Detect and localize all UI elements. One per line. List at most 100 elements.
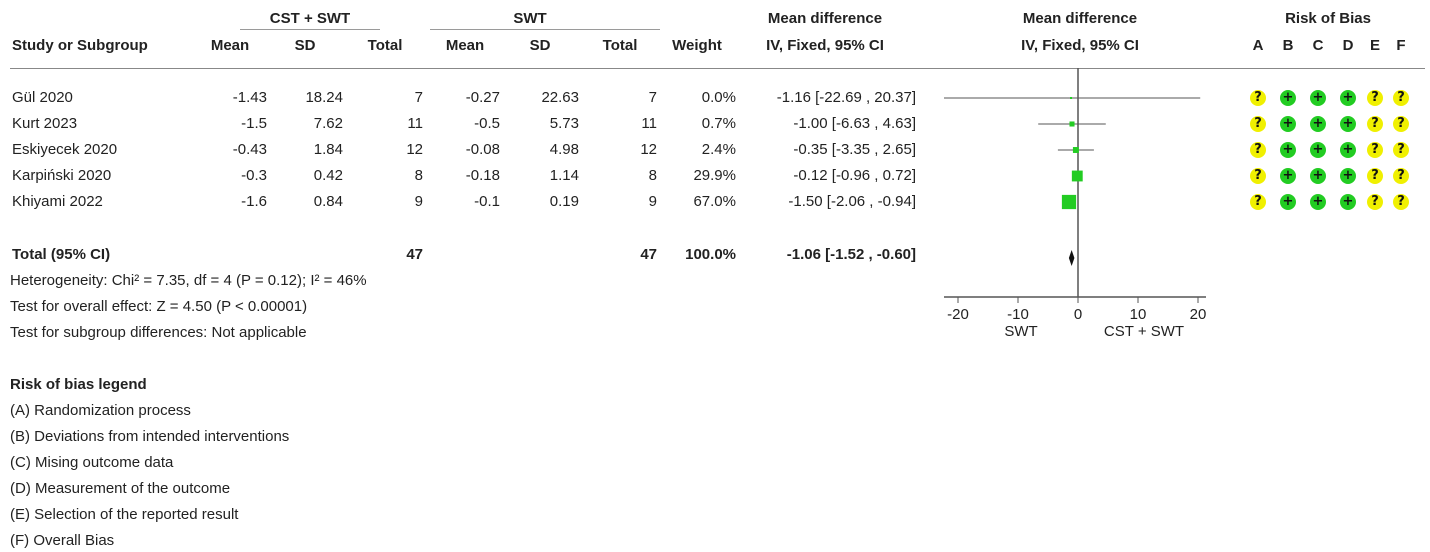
rob-legend-item: (B) Deviations from intended interventio… bbox=[10, 428, 290, 445]
cell-total2: 8 bbox=[648, 167, 657, 184]
rob-low-dot: + bbox=[1340, 168, 1356, 184]
cell-weight: 67.0% bbox=[693, 193, 736, 210]
cell-sd1: 1.84 bbox=[313, 141, 343, 158]
cell-mean1: -1.43 bbox=[232, 89, 267, 106]
cell-total2: 7 bbox=[648, 89, 657, 106]
cell-total1: 11 bbox=[407, 115, 423, 132]
cell-mean2: -0.18 bbox=[465, 167, 500, 184]
cell-mean1: -1.6 bbox=[241, 193, 267, 210]
rob-unclear-dot: ? bbox=[1250, 194, 1266, 210]
study-effect-square bbox=[1061, 194, 1077, 210]
plot-title: Mean difference bbox=[1022, 10, 1138, 27]
rob-low-dot: + bbox=[1310, 142, 1326, 158]
cell-mean2: -0.08 bbox=[465, 141, 500, 158]
rob-low-dot: + bbox=[1310, 194, 1326, 210]
cell-total1: 9 bbox=[414, 193, 423, 210]
x-tick-label: 0 bbox=[1074, 306, 1082, 323]
rob-low-dot: + bbox=[1310, 90, 1326, 106]
study-name: Eskiyecek 2020 bbox=[12, 141, 118, 158]
overall-effect-text: Test for overall effect: Z = 4.50 (P < 0… bbox=[10, 298, 308, 315]
rob-legend-item: (F) Overall Bias bbox=[10, 532, 115, 549]
rob-legend-title: Risk of bias legend bbox=[10, 376, 147, 393]
rob-low-dot: + bbox=[1280, 168, 1296, 184]
cell-ci: -0.35 [-3.35 , 2.65] bbox=[793, 141, 916, 158]
rob-unclear-dot: ? bbox=[1393, 168, 1409, 184]
cell-sd2: 1.14 bbox=[549, 167, 579, 184]
rob-low-dot: + bbox=[1340, 116, 1356, 132]
x-tick-label: 20 bbox=[1190, 306, 1207, 323]
pooled-diamond bbox=[1068, 250, 1075, 266]
col-plot-method: IV, Fixed, 95% CI bbox=[1021, 37, 1139, 54]
cell-ci: -0.12 [-0.96 , 0.72] bbox=[793, 167, 916, 184]
cell-total1: 12 bbox=[406, 141, 423, 158]
rob-unclear-dot: ? bbox=[1367, 142, 1383, 158]
rob-legend-item: (C) Mising outcome data bbox=[10, 454, 174, 471]
cell-ci: -1.50 [-2.06 , -0.94] bbox=[788, 193, 916, 210]
rob-low-dot: + bbox=[1280, 142, 1296, 158]
cell-total2: 11 bbox=[641, 115, 657, 132]
cell-sd2: 4.98 bbox=[549, 141, 579, 158]
rob-unclear-dot: ? bbox=[1393, 116, 1409, 132]
study-effect-square bbox=[1071, 170, 1083, 182]
study-name: Karpiński 2020 bbox=[12, 167, 112, 184]
cell-sd2: 22.63 bbox=[541, 89, 579, 106]
rob-unclear-dot: ? bbox=[1367, 116, 1383, 132]
rob-legend-item: (A) Randomization process bbox=[10, 402, 191, 419]
cell-sd1: 0.42 bbox=[313, 167, 343, 184]
rob-low-dot: + bbox=[1280, 194, 1296, 210]
cell-sd2: 5.73 bbox=[549, 115, 579, 132]
rob-letter-e: E bbox=[1369, 37, 1380, 54]
rob-low-dot: + bbox=[1340, 90, 1356, 106]
cell-sd1: 0.84 bbox=[313, 193, 343, 210]
rob-legend-item: (E) Selection of the reported result bbox=[10, 506, 239, 523]
cell-weight: 0.7% bbox=[701, 115, 736, 132]
rob-unclear-dot: ? bbox=[1250, 168, 1266, 184]
x-tick-label: -10 bbox=[1007, 306, 1029, 323]
x-tick-label: -20 bbox=[947, 306, 969, 323]
cell-sd1: 18.24 bbox=[305, 89, 343, 106]
total-ci: -1.06 [-1.52 , -0.60] bbox=[786, 246, 916, 263]
rob-unclear-dot: ? bbox=[1367, 90, 1383, 106]
cell-weight: 0.0% bbox=[701, 89, 736, 106]
col-sd2: SD bbox=[529, 37, 551, 54]
study-effect-square bbox=[1070, 97, 1073, 99]
cell-mean2: -0.5 bbox=[474, 115, 500, 132]
study-effect-square bbox=[1069, 121, 1075, 127]
col-md-method: IV, Fixed, 95% CI bbox=[766, 37, 884, 54]
rob-unclear-dot: ? bbox=[1250, 90, 1266, 106]
cell-ci: -1.00 [-6.63 , 4.63] bbox=[793, 115, 916, 132]
total-n1: 47 bbox=[406, 246, 423, 263]
cell-total1: 8 bbox=[414, 167, 423, 184]
heterogeneity-text: Heterogeneity: Chi² = 7.35, df = 4 (P = … bbox=[10, 272, 367, 289]
cell-total2: 12 bbox=[640, 141, 657, 158]
total-label: Total (95% CI) bbox=[12, 246, 111, 263]
rob-unclear-dot: ? bbox=[1367, 168, 1383, 184]
cell-mean2: -0.27 bbox=[465, 89, 500, 106]
rob-unclear-dot: ? bbox=[1367, 194, 1383, 210]
md-title: Mean difference bbox=[767, 10, 883, 27]
cell-sd1: 7.62 bbox=[313, 115, 343, 132]
rob-low-dot: + bbox=[1310, 168, 1326, 184]
study-effect-square bbox=[1072, 147, 1079, 153]
rob-low-dot: + bbox=[1340, 142, 1356, 158]
group2-header: SWT bbox=[513, 10, 547, 27]
cell-mean1: -0.43 bbox=[232, 141, 267, 158]
subgroup-text: Test for subgroup differences: Not appli… bbox=[10, 324, 307, 341]
rob-unclear-dot: ? bbox=[1393, 142, 1409, 158]
x-tick-label: 10 bbox=[1130, 306, 1147, 323]
rob-letter-a: A bbox=[1252, 37, 1264, 54]
favours-left-label: SWT bbox=[1004, 323, 1037, 340]
rob-letter-d: D bbox=[1342, 37, 1354, 54]
rob-low-dot: + bbox=[1280, 90, 1296, 106]
forest-plot: -20 -10 0 10 20 SWT CST + SWT bbox=[944, 68, 1207, 340]
rob-title: Risk of Bias bbox=[1285, 10, 1371, 27]
total-weight: 100.0% bbox=[685, 246, 736, 263]
cell-ci: -1.16 [-22.69 , 20.37] bbox=[776, 89, 916, 106]
col-mean2: Mean bbox=[445, 37, 485, 54]
group1-underline bbox=[240, 29, 380, 30]
cell-mean1: -1.5 bbox=[241, 115, 267, 132]
cell-sd2: 0.19 bbox=[549, 193, 579, 210]
header-rule bbox=[10, 68, 1425, 69]
col-total1: Total bbox=[367, 37, 403, 54]
study-name: Kurt 2023 bbox=[12, 115, 78, 132]
